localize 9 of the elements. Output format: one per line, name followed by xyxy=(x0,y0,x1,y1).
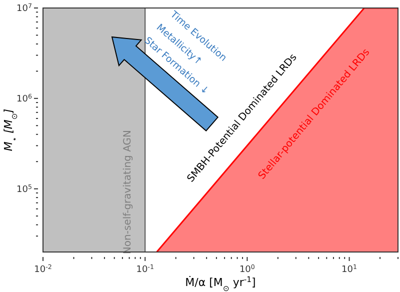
y-tick-label: 10$^{5}$ xyxy=(16,183,32,195)
x-tick-label: 10$^{-1}$ xyxy=(136,264,154,275)
x-tick-label: 10$^{-2}$ xyxy=(34,264,52,275)
x-tick-label: 10$^{0}$ xyxy=(239,264,255,275)
y-tick-label: 10$^{7}$ xyxy=(16,2,32,14)
y-tick-label: 10$^{6}$ xyxy=(16,92,32,104)
band-label: Non-self-gravitating AGN xyxy=(122,130,134,254)
x-axis-title: Ṁ/α [M$_{⊙}$ yr$^{-1}$] xyxy=(185,274,256,292)
x-tick-label: 10$^{1}$ xyxy=(342,264,358,275)
